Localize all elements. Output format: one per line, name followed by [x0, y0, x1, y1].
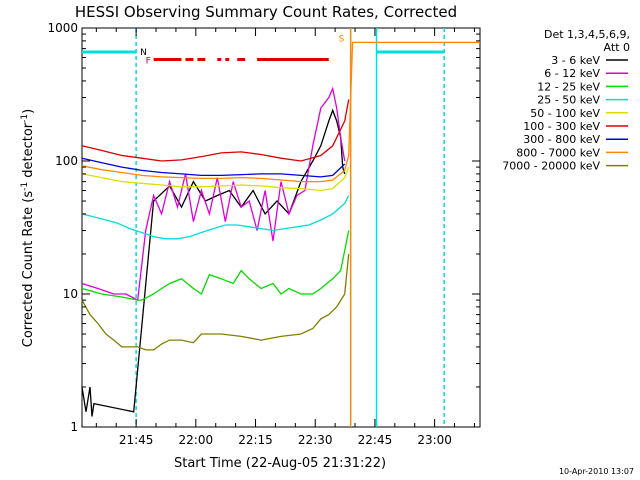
attenuator-label: F	[146, 56, 151, 66]
night-label: N	[140, 48, 147, 58]
y-axis-label-sup2: -1	[20, 114, 30, 123]
series-line-2	[81, 230, 350, 301]
y-axis-label-end: )	[21, 109, 36, 114]
legend-item-label-8: 7000 - 20000 keV	[502, 160, 600, 173]
x-tick-label-2: 22:15	[238, 433, 273, 447]
y-axis-label-mid: detector	[21, 122, 36, 182]
series-line-4	[81, 166, 350, 192]
x-tick-label-3: 22:30	[298, 433, 333, 447]
legend-header-1: Det 1,3,4,5,6,9,	[544, 28, 630, 41]
series-line-5	[81, 99, 350, 162]
legend-item-label-7: 800 - 7000 keV	[516, 146, 600, 159]
series-line-0	[81, 108, 346, 417]
x-tick-label-4: 22:45	[358, 433, 393, 447]
timestamp: 10-Apr-2010 13:07	[559, 467, 634, 476]
y-tick-label-2: 100	[55, 154, 78, 168]
series-line-6	[81, 157, 346, 178]
x-tick-label-1: 22:00	[179, 433, 214, 447]
series-line-3	[81, 195, 350, 240]
legend-item-label-0: 3 - 6 keV	[551, 54, 600, 67]
chart-marks: N S F	[81, 28, 480, 427]
x-tick-label-5: 23:00	[417, 433, 452, 447]
legend-header-2: Att 0	[604, 41, 630, 54]
series-line-8	[81, 253, 350, 351]
legend-item-label-1: 6 - 12 keV	[544, 67, 600, 80]
series-line-7	[81, 41, 480, 183]
y-axis-label-sup1: -1	[20, 182, 30, 191]
x-axis-label: Start Time (22-Aug-05 21:31:22)	[174, 456, 386, 471]
y-tick-label-3: 1000	[47, 21, 78, 35]
series-line-1	[81, 86, 346, 302]
legend-item-label-2: 12 - 25 keV	[537, 80, 600, 93]
legend-item-label-5: 100 - 300 keV	[523, 120, 600, 133]
legend-item-label-6: 300 - 800 keV	[523, 133, 600, 146]
y-tick-label-0: 1	[70, 420, 78, 434]
y-axis-label: Corrected Count Rate (s-1 detector-1)	[20, 109, 36, 347]
saa-label: S	[339, 34, 345, 44]
y-axis-label-main: Corrected Count Rate (s	[21, 191, 36, 348]
plot-frame	[81, 27, 481, 428]
x-tick-label-0: 21:45	[119, 433, 154, 447]
legend-item-label-4: 50 - 100 keV	[530, 107, 600, 120]
legend-item-label-3: 25 - 50 keV	[537, 94, 600, 107]
y-axis: 1 10 100 1000	[47, 21, 480, 434]
y-tick-label-1: 10	[63, 287, 78, 301]
x-axis: 21:45 22:00 22:15 22:30 22:45 23:00	[95, 28, 475, 447]
chart-title: HESSI Observing Summary Count Rates, Cor…	[75, 3, 457, 21]
